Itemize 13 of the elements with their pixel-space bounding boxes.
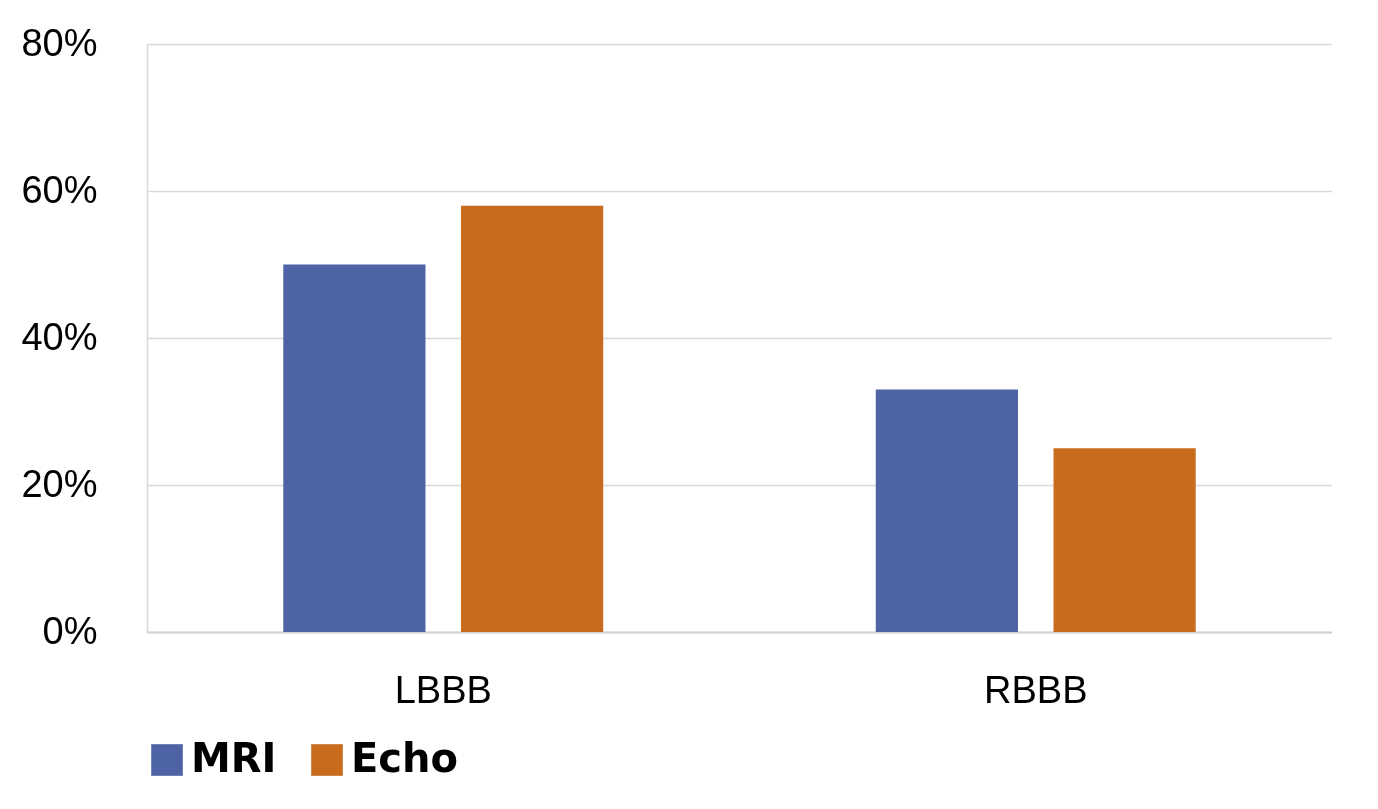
bar: [875, 389, 1018, 632]
legend-label: MRI: [191, 735, 277, 781]
y-tick-label: 40%: [21, 315, 98, 358]
y-tick-label: 0%: [42, 609, 98, 652]
y-tick-label: 80%: [21, 21, 98, 64]
y-tick-label: 20%: [21, 462, 98, 505]
y-tick-label: 60%: [21, 168, 98, 211]
legend-label: Echo: [351, 735, 458, 781]
bar: [1053, 448, 1196, 632]
x-tick-label: RBBB: [984, 668, 1088, 711]
x-tick-label: LBBB: [394, 668, 492, 711]
bar: [461, 205, 604, 632]
bar: [283, 264, 426, 632]
